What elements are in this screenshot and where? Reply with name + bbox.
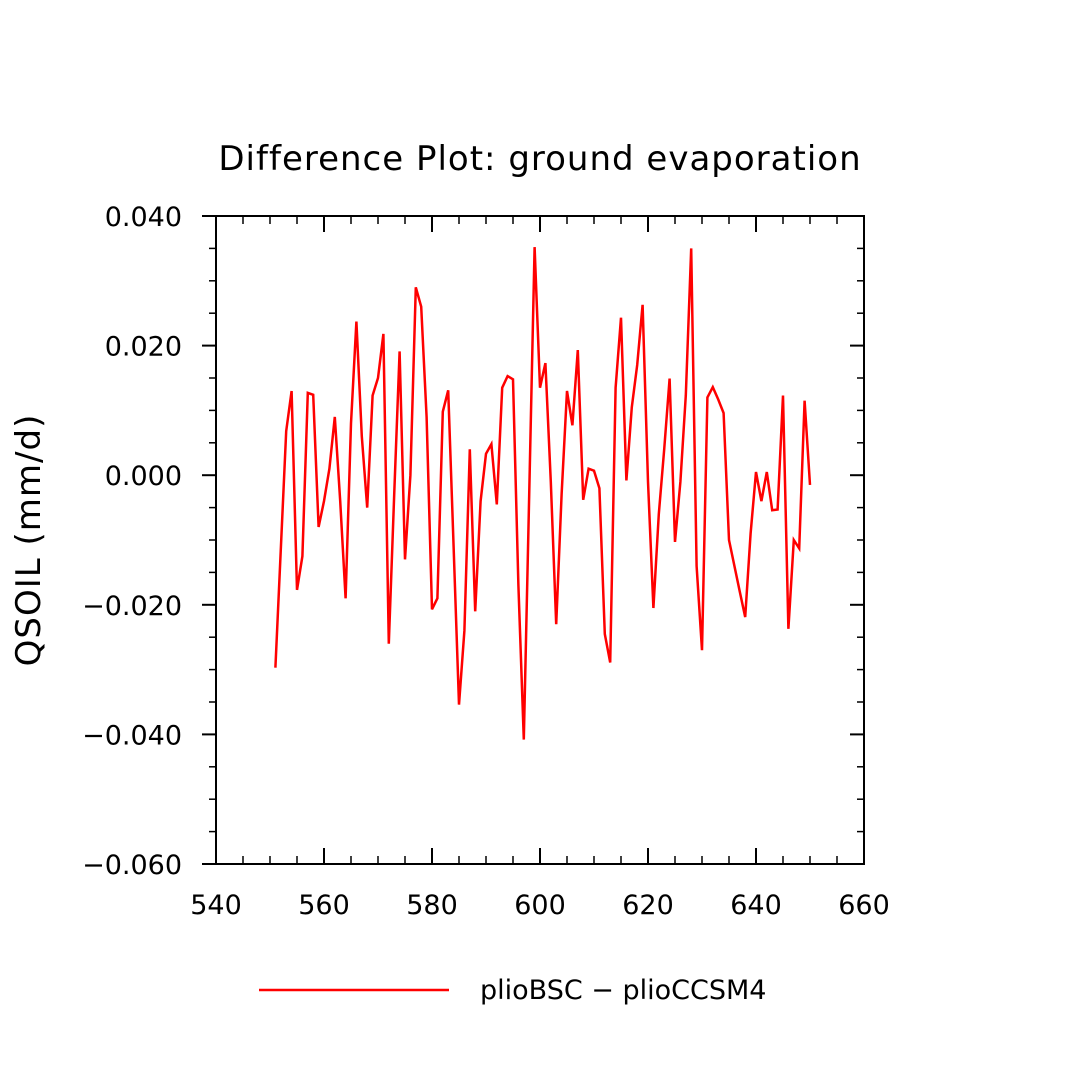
legend-label: plioBSC − plioCCSM4 bbox=[480, 975, 766, 1006]
y-axis-label: QSOIL (mm/d) bbox=[9, 414, 49, 667]
y-tick-label: 0.040 bbox=[105, 202, 182, 233]
y-tick-label: 0.000 bbox=[105, 461, 182, 492]
chart-title: Difference Plot: ground evaporation bbox=[218, 139, 861, 179]
y-tick-label: −0.020 bbox=[82, 591, 182, 622]
y-tick-label: −0.040 bbox=[82, 720, 182, 751]
series-line bbox=[274, 247, 812, 740]
plot-frame bbox=[215, 215, 865, 865]
legend: plioBSC − plioCCSM4 bbox=[259, 975, 766, 1006]
x-tick-label: 620 bbox=[622, 890, 674, 921]
x-tick-label: 640 bbox=[730, 890, 782, 921]
y-tick-label: 0.020 bbox=[105, 332, 182, 363]
y-tick-label: −0.060 bbox=[82, 850, 182, 881]
x-tick-label: 580 bbox=[406, 890, 458, 921]
x-tick-label: 600 bbox=[514, 890, 566, 921]
x-tick-label: 540 bbox=[190, 890, 242, 921]
x-tick-label: 660 bbox=[838, 890, 890, 921]
x-tick-label: 560 bbox=[298, 890, 350, 921]
plot-area: 540 560 580 600 620 640 660 −0.060 −0.040 −0.020 0… bbox=[82, 202, 890, 921]
